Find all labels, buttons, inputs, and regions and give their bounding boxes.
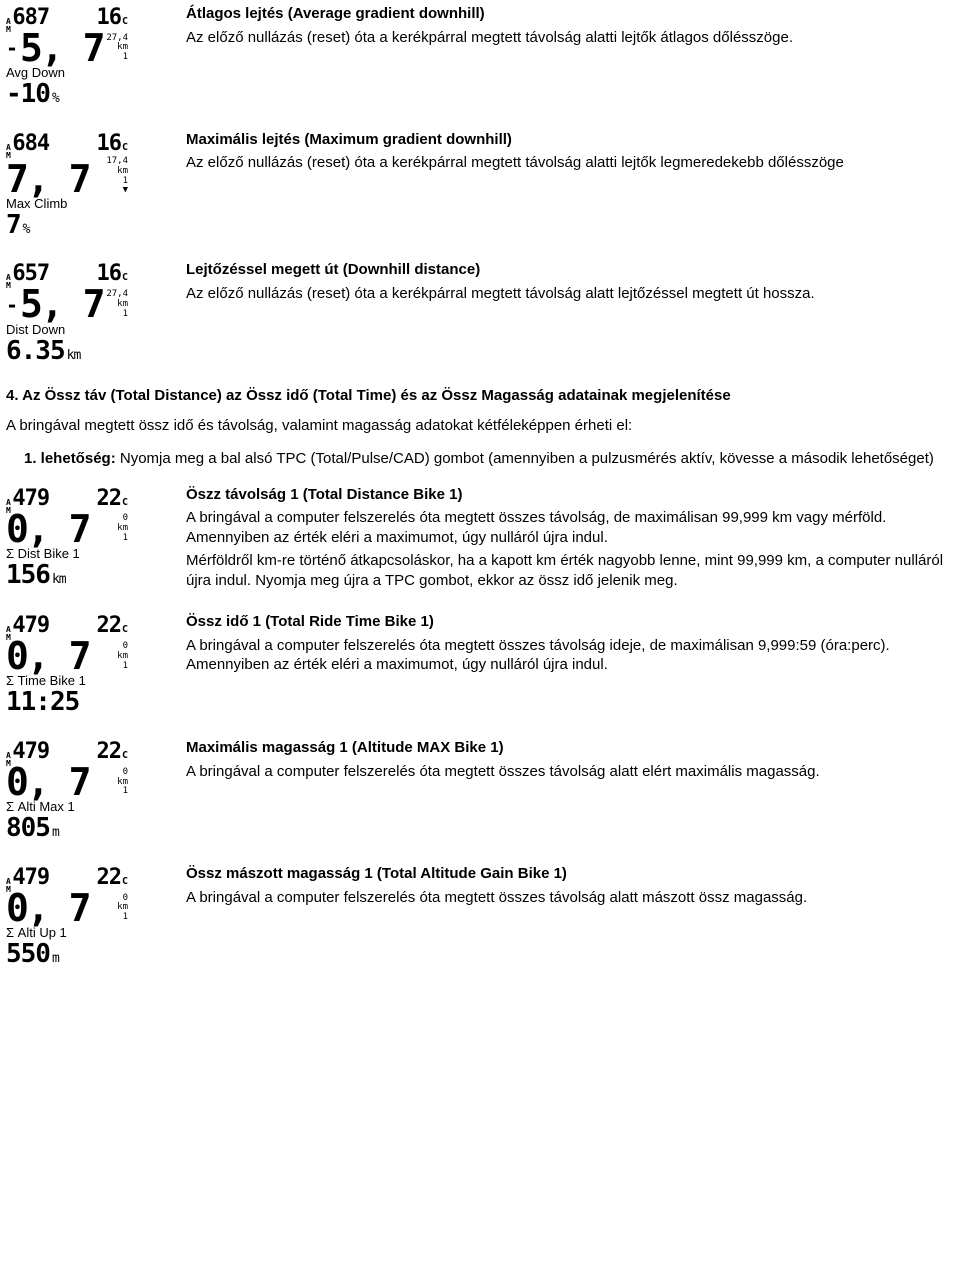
option-1-label: 1. lehetőség: [24,450,116,467]
doc-row: AM479 22C 0, 7 0 km 1 Σ Time Bike 1 11:2… [6,612,954,720]
row-title: Lejtőzéssel megett út (Downhill distance… [186,260,954,280]
row-body: Az előző nullázás (reset) óta a kerékpár… [186,28,954,48]
doc-row: AM687 16C - 5, 7 27,4 km 1 Avg Down -10%… [6,4,954,112]
row-body: Az előző nullázás (reset) óta a kerékpár… [186,284,954,304]
description: Lejtőzéssel megett út (Downhill distance… [186,260,954,307]
row-title: Össz idő 1 (Total Ride Time Bike 1) [186,612,954,632]
lcd-display: AM479 22C 0, 7 0 km 1 Σ Alti Up 1 550m [6,864,128,972]
doc-row: AM479 22C 0, 7 0 km 1 Σ Dist Bike 1 156k… [6,485,954,595]
row-body-2: Mérföldről km-re történő átkapcsoláskor,… [186,551,954,590]
row-body: Az előző nullázás (reset) óta a kerékpár… [186,153,954,173]
option-1-text: Nyomja meg a bal alsó TPC (Total/Pulse/C… [116,450,934,467]
description: Maximális lejtés (Maximum gradient downh… [186,130,954,177]
lcd-display: AM479 22C 0, 7 0 km 1 Σ Dist Bike 1 156k… [6,485,128,593]
lcd-display: AM479 22C 0, 7 0 km 1 Σ Time Bike 1 11:2… [6,612,128,720]
row-body: A bringával a computer felszerelés óta m… [186,636,954,675]
lcd-display: AM684 16C 7, 7 17,4 km 1 ▼ Max Climb 7% [6,130,128,243]
option-1: 1. lehetőség: Nyomja meg a bal alsó TPC … [24,449,954,469]
lcd-display: AM657 16C - 5, 7 27,4 km 1 Dist Down 6.3… [6,260,128,368]
doc-row: AM479 22C 0, 7 0 km 1 Σ Alti Up 1 550m Ö… [6,864,954,972]
description: Össz idő 1 (Total Ride Time Bike 1) A br… [186,612,954,679]
doc-row: AM684 16C 7, 7 17,4 km 1 ▼ Max Climb 7% … [6,130,954,243]
description: Maximális magasság 1 (Altitude MAX Bike … [186,738,954,785]
row-body: A bringával a computer felszerelés óta m… [186,888,954,908]
section-intro: A bringával megtett össz idő és távolság… [6,416,954,436]
row-title: Maximális lejtés (Maximum gradient downh… [186,130,954,150]
row-title: Öszz távolság 1 (Total Distance Bike 1) [186,485,954,505]
row-title: Átlagos lejtés (Average gradient downhil… [186,4,954,24]
description: Össz mászott magasság 1 (Total Altitude … [186,864,954,911]
description: Átlagos lejtés (Average gradient downhil… [186,4,954,51]
doc-row: AM657 16C - 5, 7 27,4 km 1 Dist Down 6.3… [6,260,954,368]
lcd-display: AM479 22C 0, 7 0 km 1 Σ Alti Max 1 805m [6,738,128,846]
row-title: Maximális magasság 1 (Altitude MAX Bike … [186,738,954,758]
doc-row: AM479 22C 0, 7 0 km 1 Σ Alti Max 1 805m … [6,738,954,846]
row-body: A bringával a computer felszerelés óta m… [186,508,954,547]
description: Öszz távolság 1 (Total Distance Bike 1) … [186,485,954,595]
row-title: Össz mászott magasság 1 (Total Altitude … [186,864,954,884]
row-body: A bringával a computer felszerelés óta m… [186,762,954,782]
section-heading: 4. Az Össz táv (Total Distance) az Össz … [6,386,954,406]
lcd-display: AM687 16C - 5, 7 27,4 km 1 Avg Down -10% [6,4,128,112]
